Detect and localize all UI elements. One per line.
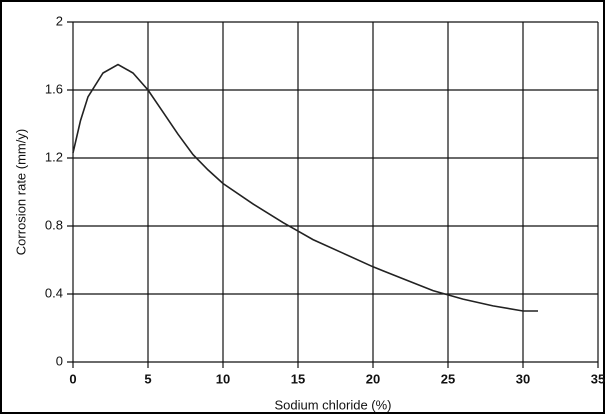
x-tick-label: 10 bbox=[216, 371, 230, 386]
y-tick-label: 2 bbox=[56, 13, 63, 28]
y-tick-label: 1.2 bbox=[45, 149, 63, 164]
x-tick-label: 15 bbox=[291, 371, 305, 386]
x-tick-label: 30 bbox=[516, 371, 530, 386]
y-tick-label: 0.8 bbox=[45, 217, 63, 232]
x-tick-label: 0 bbox=[69, 371, 76, 386]
x-tick-label: 5 bbox=[144, 371, 151, 386]
y-tick-label: 1.6 bbox=[45, 81, 63, 96]
x-axis-label: Sodium chloride (%) bbox=[274, 397, 391, 412]
x-tick-label: 35 bbox=[591, 371, 605, 386]
data-line bbox=[72, 63, 538, 312]
x-tick-label: 20 bbox=[366, 371, 380, 386]
y-tick-label: 0 bbox=[56, 353, 63, 368]
x-tick-label: 25 bbox=[441, 371, 455, 386]
y-axis-label: Corrosion rate (mm/y) bbox=[13, 129, 28, 255]
y-tick-label: 0.4 bbox=[45, 285, 63, 300]
